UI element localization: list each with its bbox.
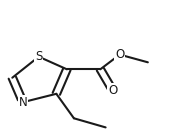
Text: O: O (108, 84, 117, 97)
Text: S: S (35, 50, 42, 63)
Text: N: N (18, 96, 27, 109)
Text: O: O (115, 48, 124, 61)
